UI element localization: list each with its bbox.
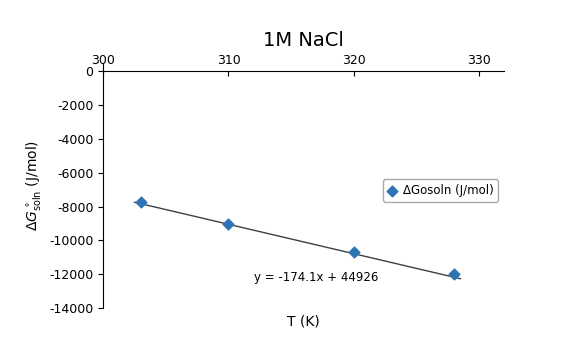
Legend: ΔGosoln (J/mol): ΔGosoln (J/mol): [383, 179, 499, 202]
ΔGosoln (J/mol): [449, 271, 458, 277]
Text: y = -174.1x + 44926: y = -174.1x + 44926: [253, 271, 378, 284]
X-axis label: T (K): T (K): [287, 315, 320, 329]
Title: 1M NaCl: 1M NaCl: [263, 32, 344, 50]
Y-axis label: $\Delta G^\circ_\mathrm{soln}$ (J/mol): $\Delta G^\circ_\mathrm{soln}$ (J/mol): [25, 140, 44, 231]
ΔGosoln (J/mol): [136, 199, 146, 204]
ΔGosoln (J/mol): [224, 221, 233, 226]
ΔGosoln (J/mol): [349, 250, 358, 255]
